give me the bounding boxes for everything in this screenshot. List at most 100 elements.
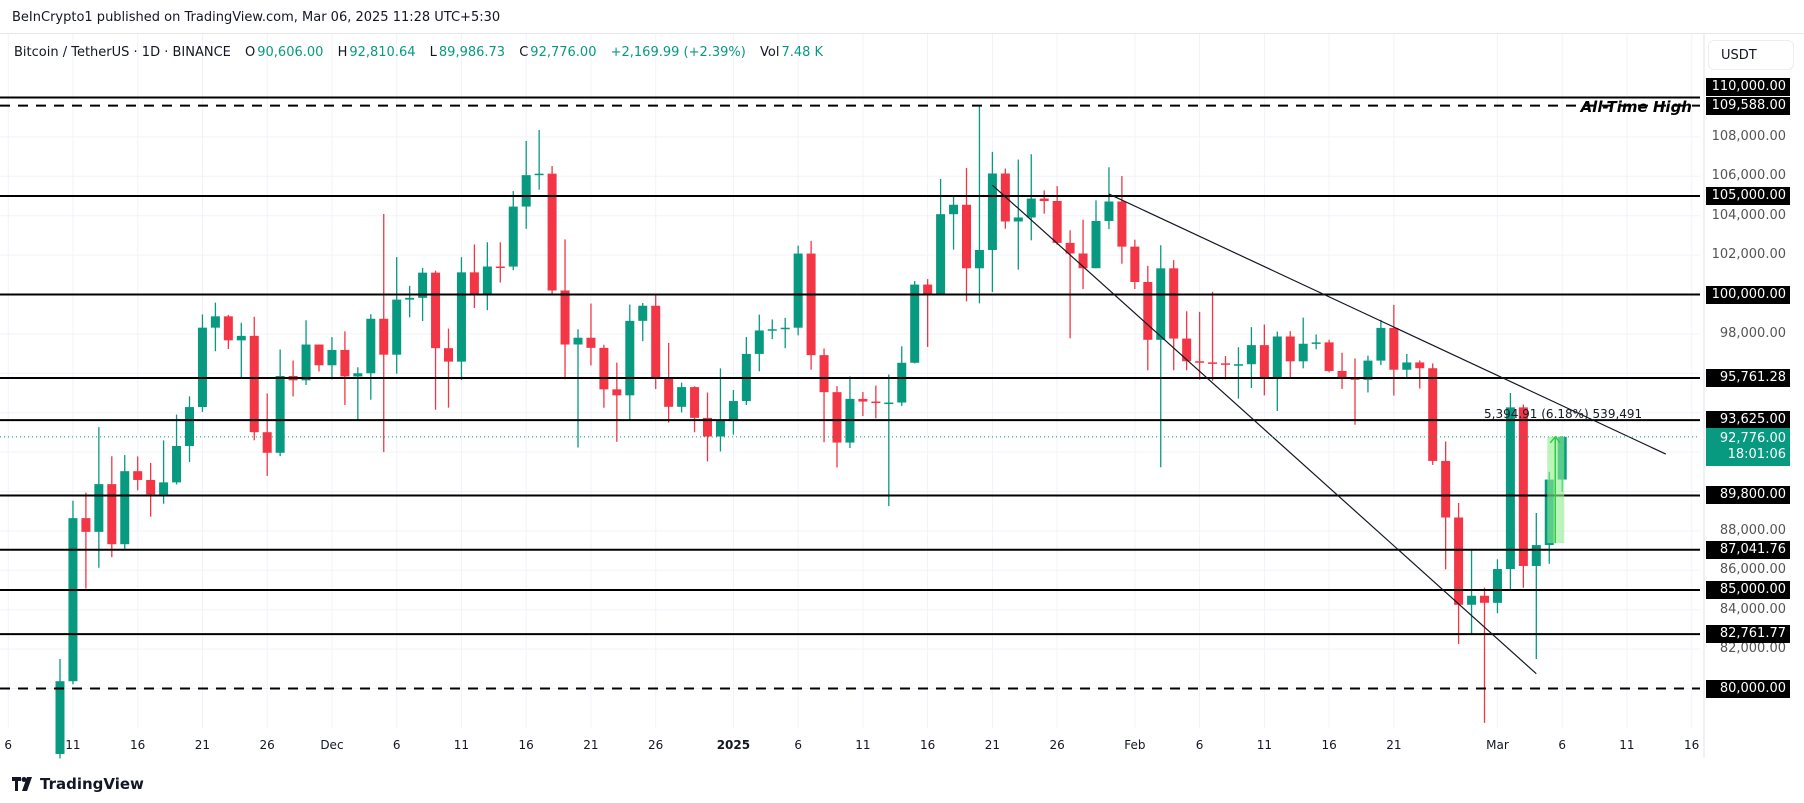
candle-up	[301, 344, 311, 381]
candle-down	[923, 284, 933, 295]
candle-up	[780, 327, 790, 330]
candle-up	[120, 471, 130, 545]
high-value: 92,810.64	[349, 45, 416, 60]
date-tick-label: 16	[130, 738, 146, 752]
candle-down	[1428, 368, 1438, 461]
candle-down	[262, 432, 272, 453]
date-tick-label: 16	[518, 738, 534, 752]
candle-up	[936, 214, 946, 295]
candle-up	[1467, 595, 1477, 605]
candle-down	[1065, 242, 1075, 254]
candle-up	[625, 320, 635, 396]
level-price-label: 95,761.28	[1706, 369, 1790, 387]
candle-down	[1143, 281, 1153, 340]
symbol-name[interactable]: Bitcoin / TetherUS · 1D · BINANCE	[14, 45, 231, 60]
date-tick-label: 11	[1256, 738, 1272, 752]
candle-up	[197, 327, 207, 408]
candle-up	[210, 316, 220, 328]
level-price-label: 89,800.00	[1706, 486, 1790, 505]
currency-button[interactable]: USDT	[1708, 40, 1794, 70]
candle-down	[1441, 460, 1451, 518]
candle-up	[1233, 364, 1243, 366]
candle-up	[1156, 268, 1166, 340]
candle-down	[1169, 268, 1179, 339]
price-tick-label: 106,000.00	[1711, 168, 1786, 184]
candle-up	[987, 173, 997, 250]
candle-down	[1415, 362, 1425, 369]
level-price-label: 109,588.00	[1706, 96, 1790, 115]
tradingview-logo-text: TradingView	[40, 775, 144, 793]
candle-down	[81, 518, 91, 532]
candle-up	[508, 206, 518, 267]
date-tick-label: 21	[1386, 738, 1402, 752]
candle-up	[1026, 198, 1036, 218]
candle-up	[68, 518, 78, 682]
date-tick-label: 21	[984, 738, 1001, 752]
candle-down	[599, 347, 609, 390]
candle-down	[1078, 253, 1088, 269]
candle-down	[1389, 327, 1399, 370]
candle-up	[1492, 569, 1502, 603]
candle-up	[1505, 407, 1515, 570]
candle-down	[431, 272, 441, 349]
date-tick-label: 11	[1619, 738, 1635, 752]
price-tick-label: 108,000.00	[1711, 128, 1786, 144]
candle-up	[1298, 343, 1308, 362]
candle-up	[1376, 327, 1386, 361]
price-tick-label: 104,000.00	[1711, 207, 1786, 223]
candle-up	[482, 266, 492, 295]
candle-up	[884, 402, 894, 405]
candle-up	[534, 173, 544, 176]
candle-up	[728, 401, 738, 422]
candle-up	[1013, 217, 1023, 222]
candle-up	[1246, 345, 1256, 365]
candle-down	[664, 377, 674, 407]
date-tick-label: Feb	[1124, 738, 1146, 752]
price-tick-label: 98,000.00	[1719, 325, 1786, 341]
all-time-high-label: All-Time High	[1580, 98, 1692, 116]
tradingview-logo[interactable]: TradingView	[12, 775, 144, 793]
candle-down	[469, 272, 479, 295]
candle-down	[703, 417, 712, 437]
candle-up	[1311, 342, 1321, 344]
candle-down	[1052, 201, 1062, 243]
date-tick-label: 26	[648, 738, 664, 752]
publish-info: BeInCrypto1 published on TradingView.com…	[12, 10, 501, 25]
candle-down	[651, 305, 661, 378]
open-label: O	[245, 45, 256, 60]
current-price-label: 92,776.00 18:01:06	[1706, 428, 1790, 466]
candle-down	[1182, 338, 1192, 362]
tradingview-logo-icon	[12, 777, 32, 791]
date-tick-label: 11	[855, 738, 871, 752]
candle-up	[754, 330, 764, 354]
candle-up	[1104, 201, 1114, 221]
low-value: 89,986.73	[438, 45, 506, 60]
candle-down	[547, 173, 557, 291]
open-value: 90,606.00	[257, 45, 324, 60]
candle-down	[1221, 363, 1230, 365]
date-tick-label: Mar	[1486, 738, 1509, 752]
bar-countdown: 18:01:06	[1727, 447, 1786, 462]
date-tick-label: 6	[392, 738, 401, 752]
candle-down	[107, 484, 117, 545]
candle-up	[1091, 220, 1101, 269]
candle-up	[418, 272, 428, 298]
candle-up	[327, 349, 337, 366]
candle-up	[897, 362, 907, 403]
price-tick-label: 102,000.00	[1711, 247, 1786, 263]
trendline	[991, 184, 1537, 675]
candle-down	[444, 348, 453, 362]
date-tick-label: 6	[794, 738, 802, 752]
candle-down	[1454, 517, 1464, 605]
date-tick-label: 11	[65, 738, 81, 752]
candle-up	[573, 337, 583, 345]
candle-up	[275, 375, 285, 453]
candle-down	[1324, 342, 1334, 371]
level-price-label: 80,000.00	[1706, 679, 1790, 698]
change-value: +2,169.99 (+2.39%)	[610, 45, 746, 60]
candle-up	[1402, 362, 1412, 370]
date-tick-label: 2025	[716, 738, 751, 752]
measure-arrowhead	[1549, 435, 1561, 444]
candle-down	[806, 253, 816, 356]
